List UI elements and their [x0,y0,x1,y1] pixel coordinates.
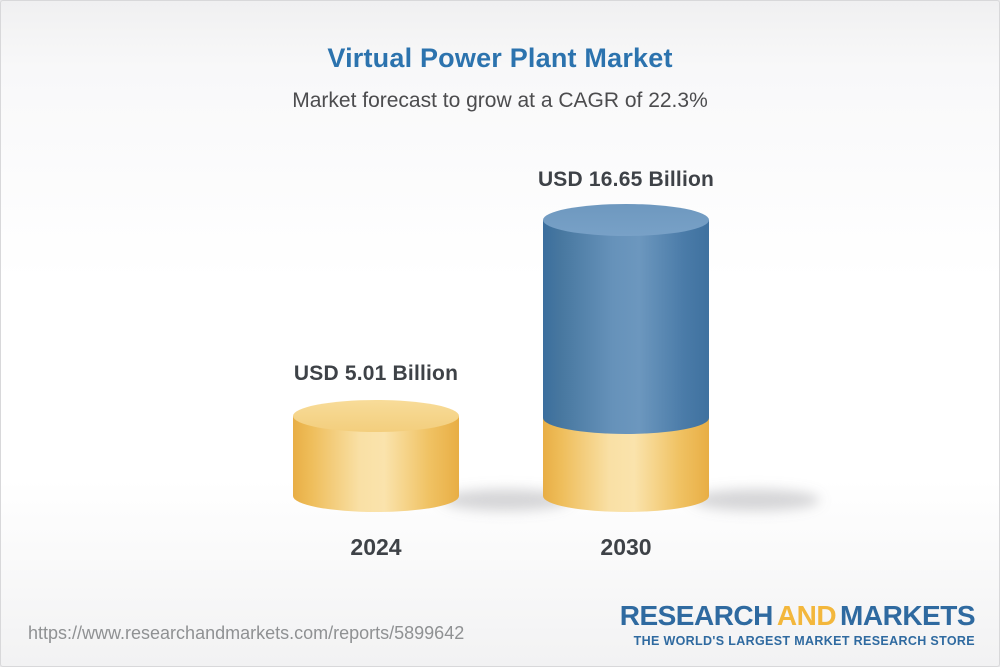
logo-wordmark: RESEARCH AND MARKETS [619,600,976,631]
logo-word-markets: MARKETS [840,600,975,631]
logo-word-research: RESEARCH [619,600,774,631]
company-logo: RESEARCH AND MARKETS THE WORLD'S LARGEST M… [619,600,976,649]
page-title: Virtual Power Plant Market [327,43,673,73]
bar-2024-cylinder [293,400,459,512]
category-label-2030: 2030 [600,534,652,560]
logo-tagline: THE WORLD'S LARGEST MARKET RESEARCH STOR… [633,634,975,648]
value-label-2024: USD 5.01 Billion [293,362,459,385]
bar-2030-cylinder [543,204,709,512]
page-subtitle: Market forecast to grow at a CAGR of 22.… [292,89,708,112]
bar-2030-growth-segment [543,220,709,434]
source-url[interactable]: https://www.researchandmarkets.com/repor… [28,623,465,643]
bar-2030-base-segment [543,418,709,512]
logo-word-and: AND [776,600,837,631]
category-label-2024: 2024 [350,534,402,560]
bar-2030-shadow [692,489,820,511]
value-label-2030: USD 16.65 Billion [537,168,715,191]
bar-2024-shadow [442,489,570,511]
bar-2030-top-face [543,204,709,236]
